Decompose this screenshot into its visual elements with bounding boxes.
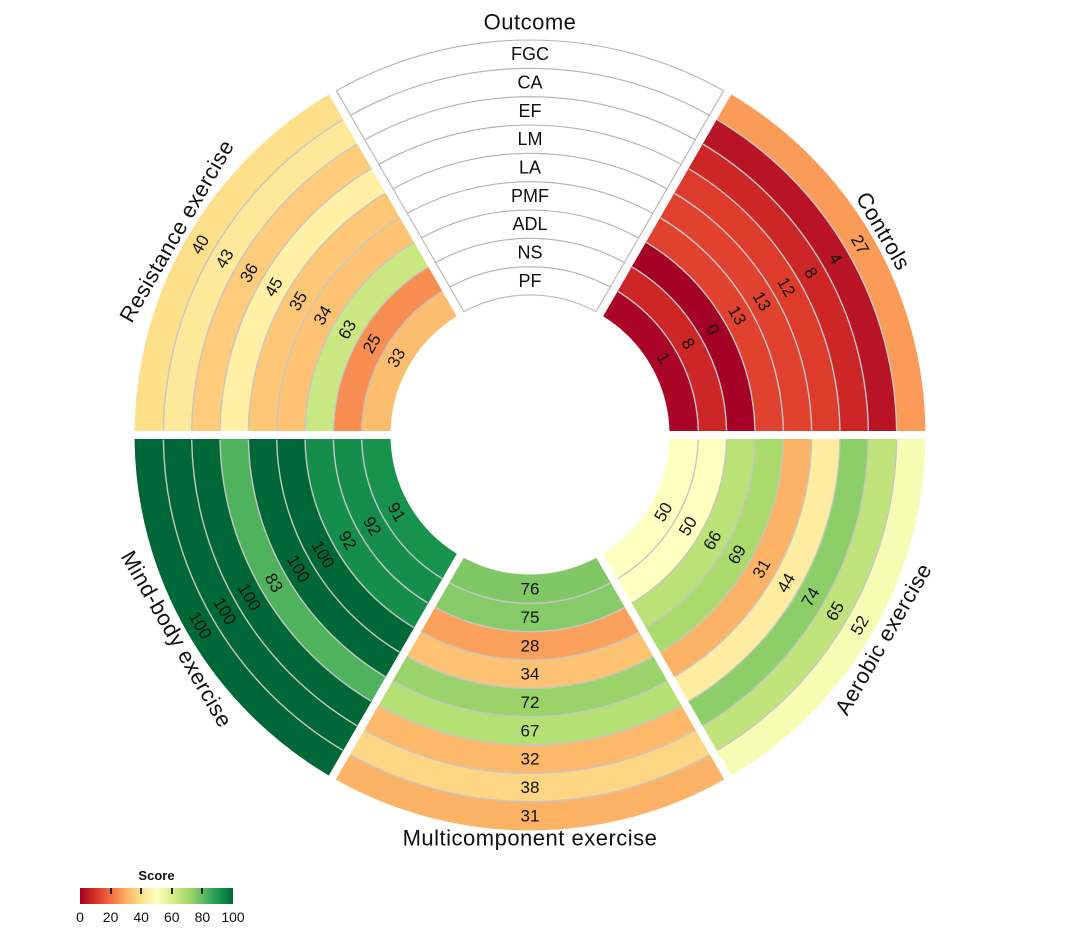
ring-separator <box>247 192 386 431</box>
ring-separator <box>332 266 429 431</box>
value-label: 34 <box>521 665 540 684</box>
value-label: 28 <box>521 636 540 655</box>
ring-separator <box>219 168 372 431</box>
ring-separator <box>392 680 668 718</box>
outcome-ring-label: EF <box>518 101 541 121</box>
ring-separator <box>162 439 344 751</box>
ring-separator <box>361 290 443 431</box>
ring-separator <box>702 439 870 727</box>
ring-separator <box>646 241 756 431</box>
value-label: 38 <box>521 778 540 797</box>
outcome-ring-label: LA <box>519 158 541 178</box>
ring-separator <box>276 217 400 431</box>
ring-separator <box>716 439 898 751</box>
ring-separator <box>406 655 654 690</box>
value-label: 76 <box>521 580 540 599</box>
sector-name-label: Outcome <box>484 10 577 35</box>
sector-outcome: PF NS ADL PMF LA LM EF CA FGC Outcome <box>335 10 725 313</box>
outcome-ring-label: ADL <box>512 214 547 234</box>
ring-separator <box>702 143 870 431</box>
ring-separator <box>449 582 611 605</box>
ring-separator <box>421 631 639 661</box>
value-label: 72 <box>521 693 540 712</box>
outcome-ring-label: FGC <box>511 44 549 64</box>
ring-separator <box>646 439 756 629</box>
ring-separator <box>674 439 813 678</box>
ring-cell <box>335 39 725 116</box>
ring-separator <box>631 439 728 604</box>
ring-separator <box>304 439 414 629</box>
ring-separator <box>350 754 710 803</box>
ring-separator <box>190 439 358 727</box>
ring-separator <box>617 439 699 580</box>
ring-separator <box>435 606 625 633</box>
ring-separator <box>247 439 386 678</box>
ring-separator <box>674 192 813 431</box>
ring-separator <box>617 290 699 431</box>
ring-separator <box>688 439 841 702</box>
value-label: 32 <box>521 750 540 769</box>
value-label: 31 <box>521 806 540 825</box>
ring-separator <box>716 119 898 431</box>
sector-name-label: Multicomponent exercise <box>403 826 658 851</box>
outcome-ring-label: CA <box>517 73 542 93</box>
ring-separator <box>190 143 358 431</box>
ring-separator <box>332 439 429 604</box>
ring-separator <box>631 266 728 431</box>
outcome-ring-label: PF <box>518 271 541 291</box>
ring-separator <box>304 241 414 431</box>
value-label: 67 <box>521 721 540 740</box>
ring-separator <box>276 439 400 653</box>
value-label: 75 <box>521 608 540 627</box>
outcome-ring-label: NS <box>517 243 542 263</box>
ring-separator <box>688 168 841 431</box>
ring-separator <box>660 217 784 431</box>
ring-separator <box>162 119 344 431</box>
ring-separator <box>378 705 682 746</box>
ring-separator <box>361 439 443 580</box>
ring-separator <box>660 439 784 653</box>
ring-separator <box>364 729 696 774</box>
outcome-ring-label: PMF <box>511 186 549 206</box>
ring-separator <box>219 439 372 702</box>
outcome-ring-label: LM <box>517 129 542 149</box>
